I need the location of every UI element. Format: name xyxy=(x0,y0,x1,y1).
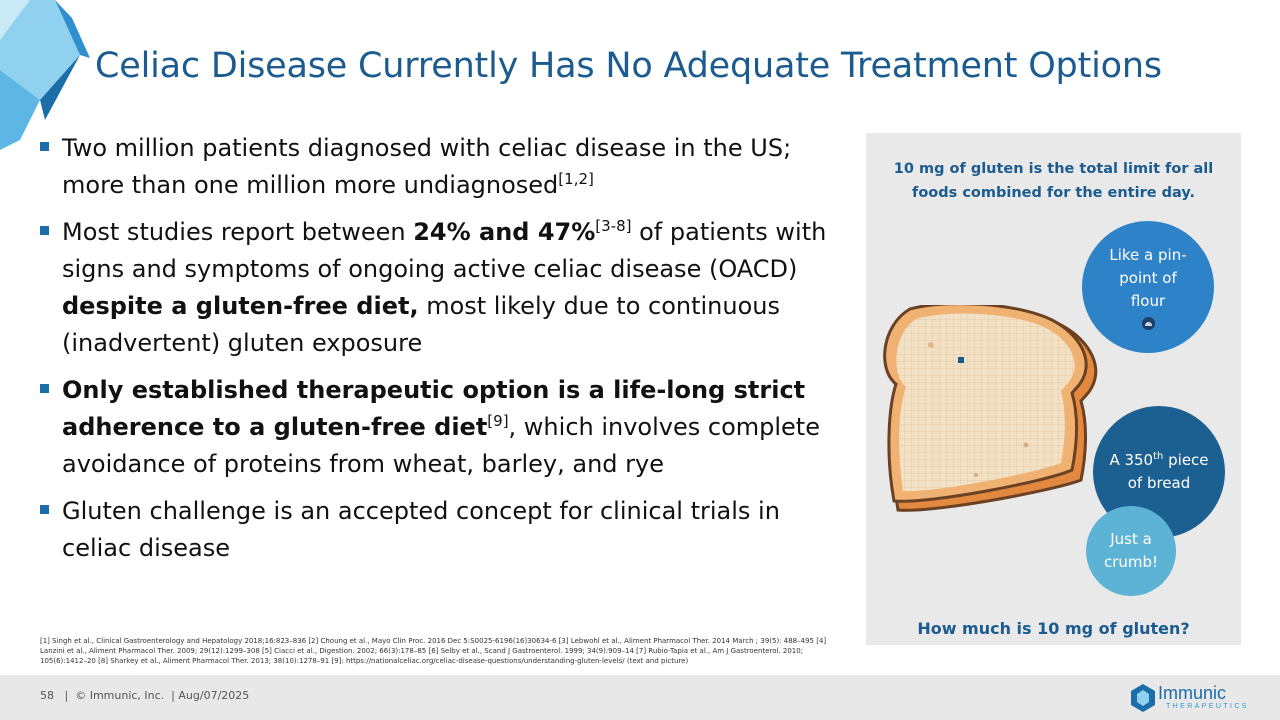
citation-superscript: [9] xyxy=(487,412,509,430)
bullet-item: Two million patients diagnosed with celi… xyxy=(40,130,840,204)
page-number: 58 xyxy=(40,689,54,702)
logo-name: Immunic xyxy=(1158,683,1227,703)
bubble-3-label: Just a crumb! xyxy=(1103,530,1159,571)
panel-question: How much is 10 mg of gluten? xyxy=(917,619,1190,638)
footer-bar xyxy=(0,675,1280,720)
immunic-logo: Immunic THERAPEUTICS xyxy=(1128,680,1248,716)
bullet-square-icon xyxy=(40,384,62,393)
flour-dot-icon xyxy=(1141,317,1155,330)
bullet-item: Gluten challenge is an accepted concept … xyxy=(40,493,840,567)
corner-decoration-graphic xyxy=(0,0,90,150)
bullet-square-icon xyxy=(40,505,62,514)
bullet-item: Only established therapeutic option is a… xyxy=(40,372,840,483)
copyright: © Immunic, Inc. xyxy=(75,689,165,702)
bubble-1-label: Like a pin-point of flour xyxy=(1109,246,1187,310)
bubble-2-sup: th xyxy=(1153,451,1164,462)
panel-header: 10 mg of gluten is the total limit for a… xyxy=(893,161,1214,201)
bullet-item: Most studies report between 24% and 47%[… xyxy=(40,214,840,362)
references-footnote: [1] Singh et al., Clinical Gastroenterol… xyxy=(40,637,827,665)
bubble-2-prefix: A 350 xyxy=(1109,451,1154,469)
bullet-text: Most studies report between 24% and 47%[… xyxy=(62,214,840,362)
bullet-text-segment: Most studies report between xyxy=(62,218,414,246)
bread-slice-illustration xyxy=(883,305,1098,512)
crumb-bubble: Just a crumb! xyxy=(1086,506,1176,596)
footer-date: Aug/07/2025 xyxy=(178,689,250,702)
bubble-2-label: A 350th piece of bread xyxy=(1109,449,1209,495)
citation-superscript: [3-8] xyxy=(595,217,632,235)
bubble-2-suffix: piece of bread xyxy=(1127,451,1209,492)
logo-subtitle: THERAPEUTICS xyxy=(1166,703,1249,710)
footer-separator-1: | xyxy=(57,689,76,702)
bullet-text-segment: , which involves complete avoidance of p… xyxy=(62,413,820,478)
pinpoint-flour-bubble: Like a pin-point of flour xyxy=(1082,221,1214,353)
bullet-text: Only established therapeutic option is a… xyxy=(62,372,840,483)
immunic-logo-icon xyxy=(1131,684,1155,712)
bullet-text-segment: 24% and 47% xyxy=(413,218,596,246)
bullet-text-segment: Two million patients diagnosed with celi… xyxy=(62,134,792,199)
bullet-square-icon xyxy=(40,226,62,235)
bullet-text-segment: despite a gluten-free diet, xyxy=(62,292,419,320)
slide-title: Celiac Disease Currently Has No Adequate… xyxy=(95,46,1162,86)
bullet-text: Gluten challenge is an accepted concept … xyxy=(62,493,840,567)
bullet-list: Two million patients diagnosed with celi… xyxy=(40,130,840,577)
gluten-info-panel: 10 mg of gluten is the total limit for a… xyxy=(866,133,1241,645)
bullet-text-segment: most likely due to continuous (inadverte… xyxy=(62,292,780,357)
citation-superscript: [1,2] xyxy=(558,170,594,188)
bullet-text: Two million patients diagnosed with celi… xyxy=(62,130,840,204)
bullet-square-icon xyxy=(40,142,62,151)
footer-text: 58 | © Immunic, Inc. | Aug/07/2025 xyxy=(40,689,249,702)
bullet-text-segment: Only established therapeutic option is a… xyxy=(62,376,806,441)
bullet-text-segment: Gluten challenge is an accepted concept … xyxy=(62,497,780,562)
bullet-text-segment: of patients with signs and symptoms of o… xyxy=(62,218,827,283)
footer-separator-2: | xyxy=(167,689,179,702)
